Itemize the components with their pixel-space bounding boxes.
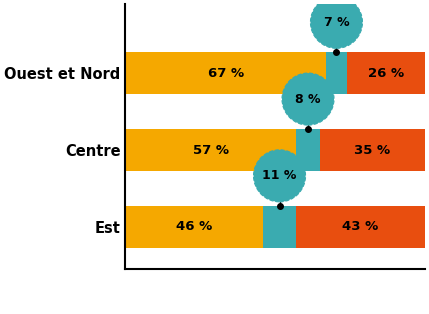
Bar [296,129,320,171]
Text: 67 %: 67 % [208,67,244,80]
Text: 57 %: 57 % [193,143,229,156]
Text: 43 %: 43 % [342,220,378,233]
Bar [263,206,296,248]
Text: 46 %: 46 % [176,220,212,233]
Ellipse shape [311,0,363,48]
Text: 26 %: 26 % [368,67,404,80]
Ellipse shape [282,73,334,125]
Bar [125,129,296,171]
Text: 11 %: 11 % [263,169,297,182]
Bar [347,52,425,95]
Bar [125,206,263,248]
Ellipse shape [254,150,305,202]
Bar [125,52,326,95]
Text: 7 %: 7 % [323,16,349,29]
Text: 35 %: 35 % [354,143,390,156]
Bar [320,129,425,171]
Bar [326,52,347,95]
Text: 8 %: 8 % [295,93,321,106]
Bar [296,206,425,248]
